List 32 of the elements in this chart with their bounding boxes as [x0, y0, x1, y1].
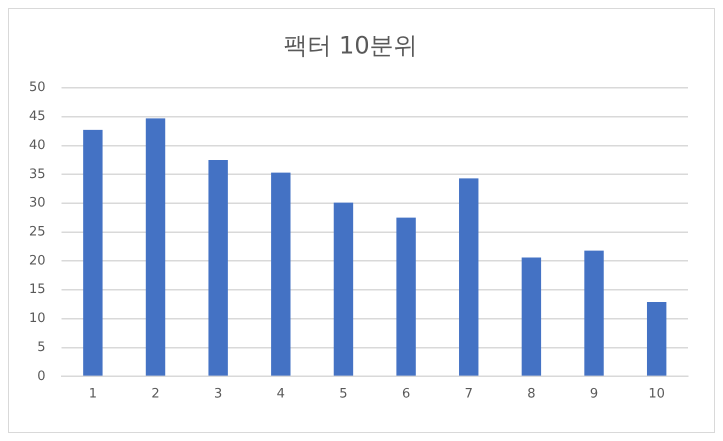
bar	[334, 202, 354, 376]
x-tick-label: 10	[648, 386, 665, 402]
y-tick-label: 35	[28, 166, 46, 182]
bar	[83, 130, 103, 376]
bar	[646, 302, 666, 376]
x-tick-label: 3	[214, 386, 222, 402]
bar	[146, 118, 166, 376]
bar	[459, 178, 478, 376]
x-tick-label: 6	[402, 386, 410, 402]
y-tick-label: 0	[37, 368, 46, 384]
y-tick-label: 10	[28, 311, 46, 326]
y-tick-label: 20	[28, 253, 46, 268]
bar	[522, 257, 542, 376]
bar	[208, 160, 228, 376]
y-tick-label: 45	[28, 109, 46, 124]
chart-title: 팩터 10분위	[283, 32, 418, 60]
y-tick-label: 5	[37, 340, 46, 355]
x-tick-label: 9	[590, 386, 598, 402]
bar	[271, 172, 291, 376]
bar	[584, 250, 604, 376]
y-tick-label: 30	[28, 196, 46, 211]
y-tick-label: 50	[28, 80, 46, 96]
y-tick-label: 25	[28, 224, 46, 240]
bar	[396, 218, 416, 376]
x-tick-label: 1	[88, 386, 98, 402]
y-tick-label: 15	[28, 282, 46, 298]
x-tick-label: 8	[527, 386, 536, 402]
x-tick-label: 7	[464, 386, 473, 402]
x-tick-label: 4	[276, 386, 285, 402]
y-tick-label: 40	[28, 138, 46, 153]
x-tick-label: 5	[339, 386, 348, 402]
x-tick-label: 2	[151, 386, 160, 402]
